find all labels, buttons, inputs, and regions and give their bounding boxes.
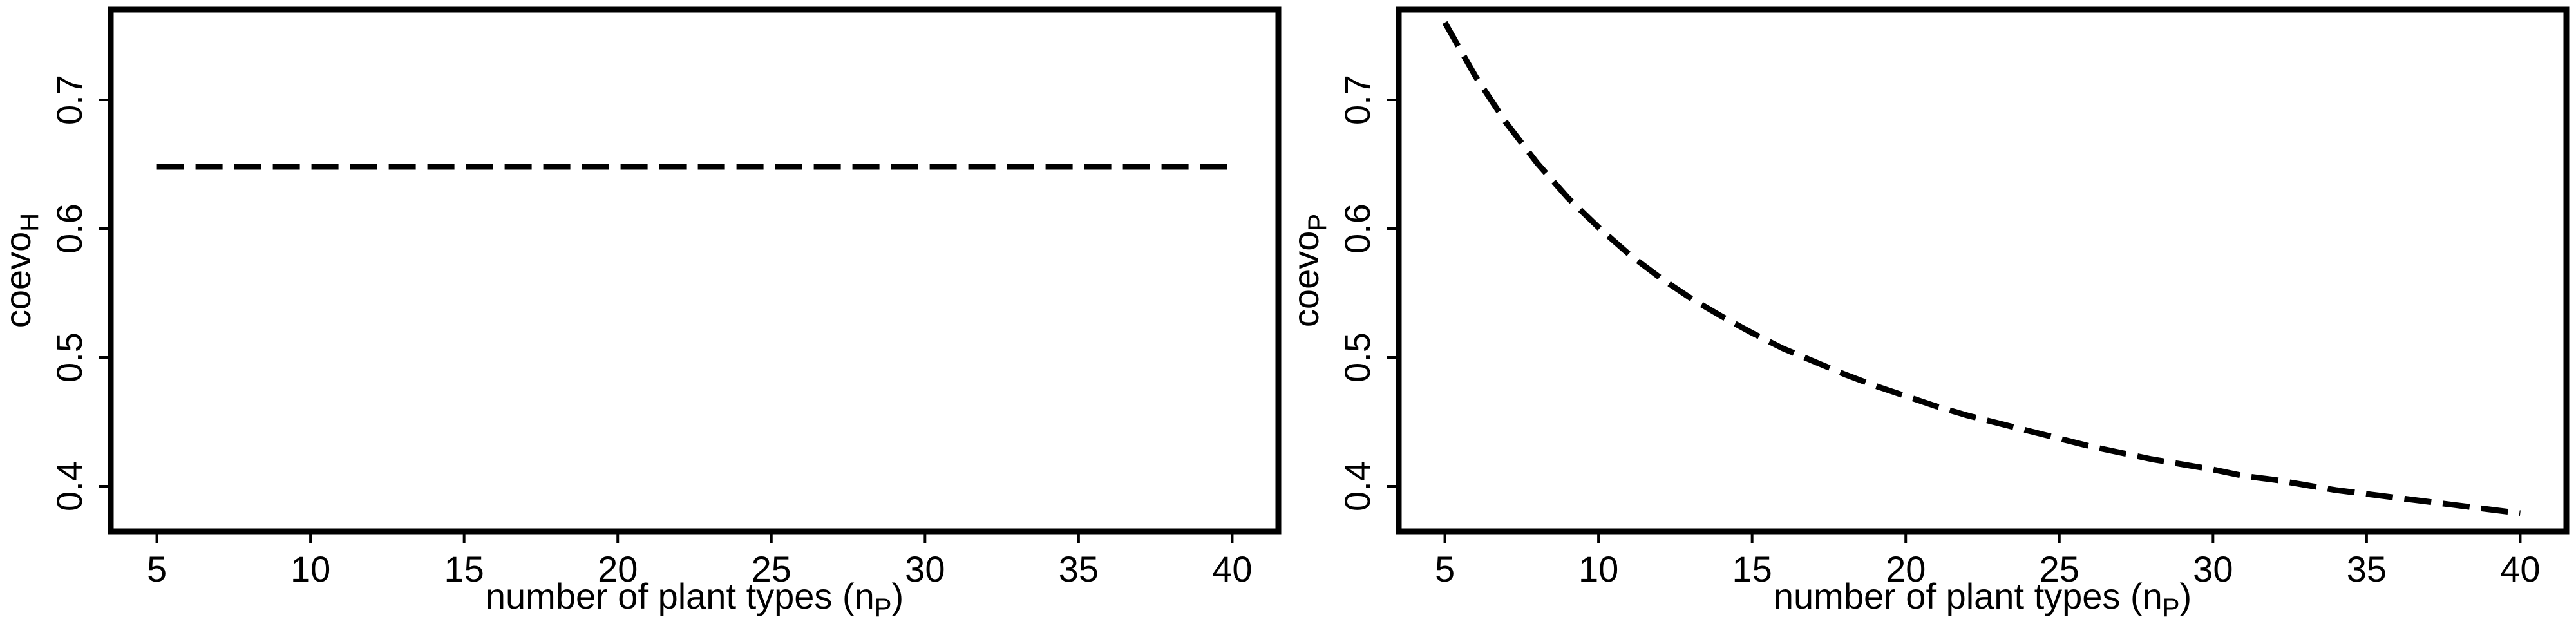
x-tick-label: 20 [598,549,638,589]
y-tick-label: 0.4 [49,461,90,511]
y-tick-label: 0.6 [1337,204,1378,254]
x-tick-label: 40 [2500,549,2540,589]
y-tick-label: 0.5 [49,332,90,383]
x-tick-label: 20 [1886,549,1926,589]
x-tick-label: 30 [2193,549,2233,589]
x-axis-label: number of plant types (nP) [1774,576,2192,622]
x-tick-label: 5 [147,549,167,589]
x-tick-label: 25 [752,549,791,589]
y-tick-label: 0.6 [49,204,90,254]
plot-frame [108,6,1282,535]
y-axis-label: coevoH [0,213,44,328]
x-tick-label: 5 [1435,549,1455,589]
x-tick-label: 15 [444,549,484,589]
x-tick-label: 35 [1059,549,1099,589]
left-panel-coevo-h: 5 10 15 20 25 30 35 40 0.4 0.5 0.6 0.7 number of pla… [0,6,1282,622]
plot-frame [1396,6,2570,535]
x-tick-label: 10 [1578,549,1618,589]
x-tick-label: 25 [2040,549,2079,589]
y-tick-label: 0.4 [1337,461,1378,511]
x-tick-label: 10 [290,549,330,589]
series-line [1442,21,2521,516]
right-panel-coevo-p: 5 10 15 20 25 30 35 40 0.4 0.5 0.6 0.7 number of pla… [1285,6,2570,622]
x-tick-label: 15 [1732,549,1772,589]
x-tick-label: 35 [2347,549,2387,589]
y-tick-label: 0.5 [1337,332,1378,383]
y-tick-label: 0.7 [49,75,90,125]
y-tick-label: 0.7 [1337,75,1378,125]
x-tick-label: 40 [1212,549,1252,589]
y-axis-label: coevoP [1285,214,1332,327]
x-axis-label: number of plant types (nP) [486,576,904,622]
x-tick-label: 30 [905,549,945,589]
